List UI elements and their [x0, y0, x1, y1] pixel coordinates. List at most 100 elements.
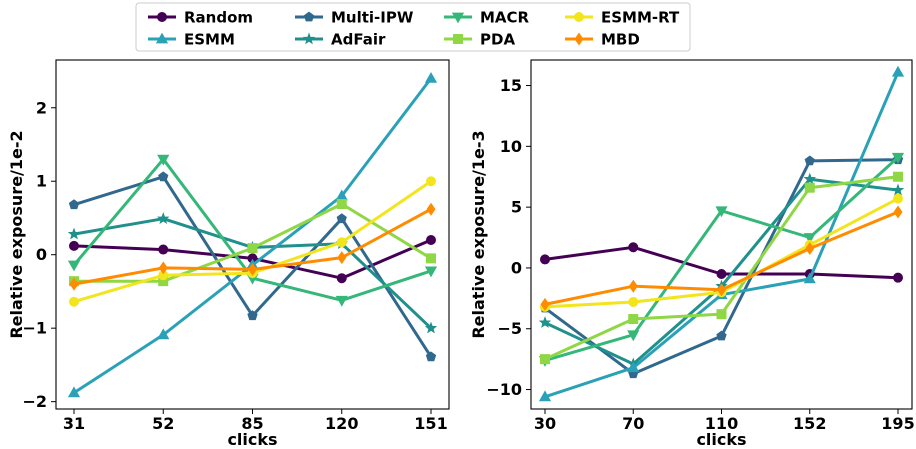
left-y-tick-label: −1 [22, 319, 47, 338]
right-x-tick-label: 195 [881, 414, 914, 433]
legend-entry-random: Random [148, 9, 253, 27]
legend-marker-multi-ipw [303, 11, 315, 22]
left-point-pda-151 [425, 253, 436, 264]
right-y-tick-label: 15 [500, 76, 522, 95]
right-point-multi-ipw-110 [716, 330, 727, 341]
left-point-mbd-31 [69, 277, 79, 291]
right-series-mbd [540, 205, 903, 311]
legend-label-macr: MACR [480, 9, 530, 27]
legend-entry-multi-ipw: Multi-IPW [295, 9, 414, 27]
right-point-pda-195 [893, 171, 904, 182]
right-series-pda [540, 171, 904, 365]
right-point-pda-30 [540, 354, 551, 365]
right-axes-frame [530, 59, 913, 410]
right-point-esmm-70 [627, 361, 640, 373]
left-y-tick-label: 1 [36, 172, 47, 191]
left-point-multi-ipw-52 [158, 171, 169, 182]
left-x-axis-label: clicks [227, 430, 277, 449]
left-point-multi-ipw-120 [336, 213, 347, 224]
left-point-adfair-31 [67, 227, 81, 240]
left-point-mbd-85 [248, 262, 257, 276]
legend-entry-pda: PDA [444, 31, 515, 49]
left-x-tick-label: 120 [325, 414, 358, 433]
right-point-mbd-152 [805, 241, 815, 256]
legend-marker-macr [451, 12, 465, 24]
right-point-pda-152 [804, 182, 815, 193]
legend-entry-esmm-rt: ESMM-RT [565, 9, 680, 27]
left-point-random-52 [158, 244, 169, 255]
left-point-mbd-151 [426, 202, 436, 216]
right-point-esmm-30 [538, 390, 552, 402]
right-y-tick-label: 0 [511, 258, 522, 277]
left-y-tick-label: 0 [36, 245, 47, 264]
left-series-macr [67, 154, 438, 307]
left-y-tick-label: −2 [22, 392, 47, 411]
right-point-adfair-152 [803, 172, 816, 185]
right-x-tick-label: 30 [534, 414, 556, 433]
legend-label-pda: PDA [480, 31, 515, 49]
left-series-mbd [69, 202, 436, 291]
left-point-random-120 [336, 273, 347, 284]
left-chart-panel: 31 52 85 120 151 −2 −1 0 1 2 clicks Relative exposu… [7, 59, 450, 449]
left-point-esmm-151 [424, 71, 438, 83]
right-y-tick-label: −10 [486, 380, 522, 399]
right-y-tick-label: −5 [497, 319, 522, 338]
right-point-random-30 [540, 254, 551, 265]
right-point-macr-110 [715, 206, 728, 218]
left-point-multi-ipw-31 [68, 199, 80, 210]
left-point-esmm-31 [67, 386, 81, 398]
legend-label-random: Random [184, 9, 253, 27]
right-point-mbd-30 [540, 297, 550, 311]
right-point-multi-ipw-152 [804, 155, 815, 166]
right-series-macr [538, 152, 905, 367]
right-point-pda-70 [628, 314, 639, 325]
legend-entry-esmm: ESMM [148, 31, 235, 49]
right-x-tick-label: 70 [622, 414, 644, 433]
legend-marker-random [156, 11, 167, 22]
right-point-macr-70 [627, 330, 640, 342]
legend-label-adfair: AdFair [331, 31, 386, 49]
legend-label-multi-ipw: Multi-IPW [331, 9, 414, 27]
right-point-macr-195 [891, 152, 905, 164]
left-point-mbd-52 [158, 261, 168, 275]
legend-entry-macr: MACR [444, 9, 530, 27]
right-y-tick-label: 10 [500, 137, 522, 156]
right-point-macr-152 [803, 233, 816, 244]
left-point-adfair-151 [424, 321, 438, 334]
right-y-axis-label: Relative exposure/1e-3 [469, 130, 488, 338]
right-point-mbd-110 [717, 283, 726, 297]
left-point-multi-ipw-85 [247, 310, 258, 321]
left-point-mbd-120 [337, 251, 347, 265]
right-point-random-195 [893, 272, 904, 283]
left-y-tick-label: 2 [36, 98, 47, 117]
left-x-tick-label: 151 [414, 414, 447, 433]
left-point-pda-120 [336, 199, 347, 210]
right-point-mbd-70 [628, 279, 638, 293]
right-point-adfair-195 [891, 183, 905, 196]
left-point-pda-85 [247, 243, 258, 254]
legend-entry-mbd: MBD [565, 31, 640, 49]
left-x-tick-label: 52 [152, 414, 174, 433]
right-y-tick-label: 5 [511, 198, 522, 217]
legend-entry-adfair: AdFair [295, 31, 386, 49]
legend-label-esmm-rt: ESMM-RT [601, 9, 680, 27]
legend-label-mbd: MBD [601, 31, 640, 49]
right-series-random [540, 242, 904, 283]
legend-marker-esmm-rt [574, 11, 585, 22]
left-point-esmm-rt-120 [336, 237, 347, 248]
left-series-multi-ipw [68, 171, 437, 362]
left-point-esmm-rt-31 [69, 296, 80, 307]
legend-frame [135, 2, 691, 52]
right-point-adfair-30 [538, 316, 552, 328]
right-point-pda-110 [716, 309, 727, 320]
right-point-random-70 [628, 242, 639, 253]
legend: Random ESMM Multi-IPW AdFair MACR PDA ESMM-RT M… [135, 2, 691, 52]
left-line-esmm [73, 77, 433, 395]
left-point-random-151 [425, 235, 436, 246]
left-point-macr-31 [67, 260, 81, 272]
left-x-tick-label: 85 [241, 414, 263, 433]
right-line-multi-ipw [544, 158, 899, 376]
left-point-esmm-rt-151 [425, 176, 436, 187]
left-point-adfair-52 [156, 212, 170, 225]
